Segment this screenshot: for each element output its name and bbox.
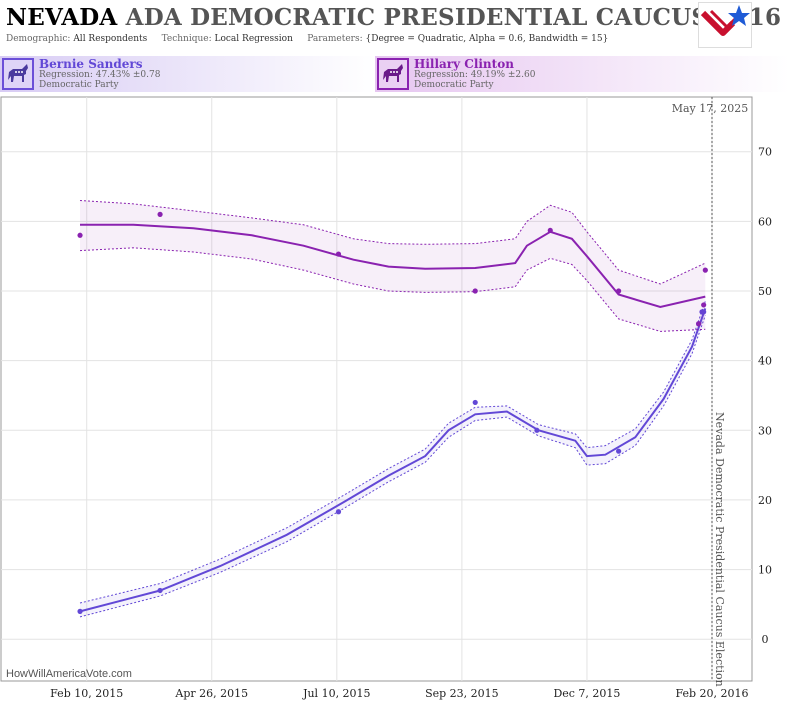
series-0 xyxy=(77,301,707,618)
poll-point xyxy=(701,302,707,308)
x-tick-label: Feb 10, 2015 xyxy=(50,687,123,700)
democrat-donkey-icon xyxy=(377,58,409,90)
technique-value: Local Regression xyxy=(214,34,293,44)
poll-point xyxy=(616,448,622,454)
candidate-regression: Regression: 49.19% ±2.60 xyxy=(414,70,536,80)
header: NEVADA ADA DEMOCRATIC PRESIDENTIAL CAUCU… xyxy=(0,0,789,56)
candidate-card-sanders[interactable]: Bernie Sanders Regression: 47.43% ±0.78 … xyxy=(0,56,375,92)
y-tick-label: 40 xyxy=(758,355,772,368)
parameters-label: Parameters: xyxy=(307,34,363,44)
technique-label: Technique: xyxy=(161,34,212,44)
page-title: NEVADA ADA DEMOCRATIC PRESIDENTIAL CAUCU… xyxy=(6,4,781,31)
candidate-party: Democratic Party xyxy=(414,80,494,90)
band-lower-line xyxy=(79,315,706,618)
poll-point xyxy=(472,288,478,294)
poll-point xyxy=(547,227,553,234)
poll-point xyxy=(335,509,342,515)
candidate-card-clinton[interactable]: Hillary Clinton Regression: 49.19% ±2.60… xyxy=(375,56,789,92)
poll-point xyxy=(472,399,478,406)
x-tick-label: Apr 26, 2015 xyxy=(174,687,248,700)
title-rest: ADA DEMOCRATIC PRESIDENTIAL CAUCUS 2016 xyxy=(125,4,782,31)
site-credit: HowWillAmericaVote.com xyxy=(6,668,132,680)
y-tick-label: 30 xyxy=(758,424,772,437)
poll-point xyxy=(616,288,622,294)
series-1 xyxy=(77,200,708,332)
band-upper-line xyxy=(79,200,706,285)
election-label: Nevada Democratic Presidential Caucus El… xyxy=(713,412,726,687)
poll-point xyxy=(335,251,342,257)
y-tick-label: 20 xyxy=(758,494,772,507)
date-label: May 17, 2025 xyxy=(672,102,749,115)
x-tick-label: Dec 7, 2015 xyxy=(553,687,620,700)
poll-chart: 0 10 20 30 40 50 60 70 Feb 10, 2015 Apr 26, 2015 J… xyxy=(0,96,772,700)
candidate-party: Democratic Party xyxy=(39,80,119,90)
band-upper-line xyxy=(79,301,706,604)
parameters-value: {Degree = Quadratic, Alpha = 0.6, Bandwi… xyxy=(365,34,609,44)
demographic-label: Demographic: xyxy=(6,34,71,44)
x-tick-label: Jul 10, 2015 xyxy=(302,687,371,700)
candidate-name: Hillary Clinton xyxy=(414,57,514,71)
y-tick-label: 10 xyxy=(758,564,772,577)
poll-point xyxy=(534,427,540,433)
plot-frame xyxy=(0,96,753,682)
y-tick-label: 50 xyxy=(758,285,772,298)
poll-point xyxy=(157,211,163,217)
y-tick-label: 60 xyxy=(758,215,772,228)
candidate-regression: Regression: 47.43% ±0.78 xyxy=(39,70,161,80)
trend-line xyxy=(79,308,707,613)
parameters-line: Demographic: All Respondents Technique: … xyxy=(6,34,608,44)
band-lower-line xyxy=(79,247,706,332)
candidate-name: Bernie Sanders xyxy=(39,57,143,71)
demographic-value: All Respondents xyxy=(73,34,148,44)
poll-point xyxy=(696,321,702,327)
title-state: NEVADA xyxy=(6,4,118,31)
poll-point xyxy=(701,309,707,315)
poll-point xyxy=(77,608,83,614)
y-tick-label: 0 xyxy=(762,633,769,646)
x-tick-label: Sep 23, 2015 xyxy=(425,687,499,700)
poll-point xyxy=(157,587,163,594)
site-logo-icon[interactable] xyxy=(698,2,752,48)
y-tick-label: 70 xyxy=(758,146,772,159)
trend-line xyxy=(80,223,706,309)
x-tick-label: Feb 20, 2016 xyxy=(675,687,748,700)
poll-point xyxy=(702,267,708,273)
poll-point xyxy=(77,232,83,238)
democrat-donkey-icon xyxy=(2,58,34,90)
